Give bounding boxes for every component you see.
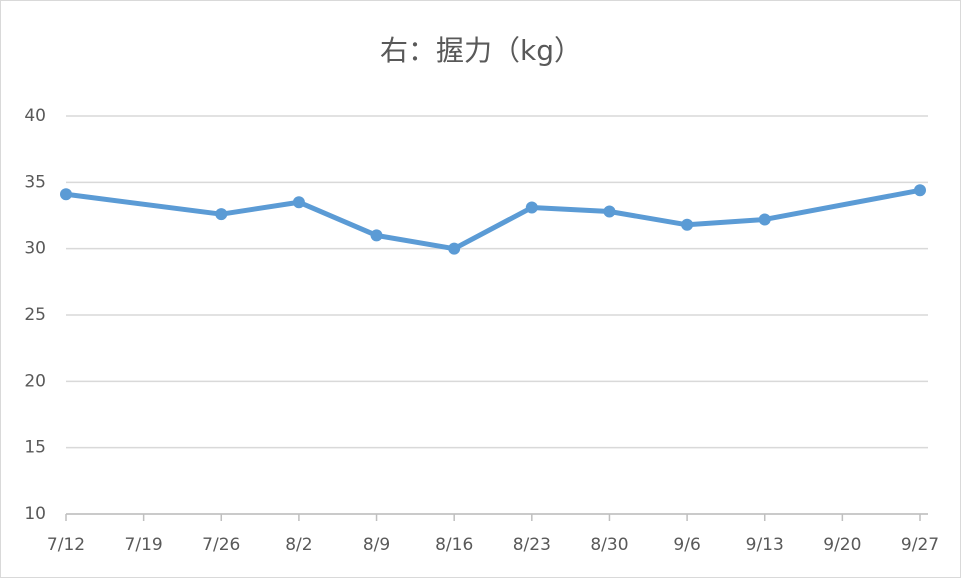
chart-title: 右：握力（kg）: [380, 34, 582, 67]
point: [525, 201, 538, 214]
point: [603, 205, 616, 218]
x-tick-label: 7/26: [202, 535, 240, 555]
point: [60, 188, 72, 201]
point: [215, 208, 228, 221]
x-tick-label: 9/13: [746, 535, 784, 555]
x-tick-label: 7/19: [125, 535, 163, 555]
x-tick-label: 8/9: [363, 535, 390, 555]
y-tick-label: 30: [24, 239, 46, 259]
x-tick-label: 8/2: [285, 535, 312, 555]
x-tick-label: 8/23: [513, 535, 551, 555]
x-tick-label: 9/27: [901, 535, 939, 555]
point: [758, 213, 771, 226]
x-tick-label: 8/30: [590, 535, 628, 555]
point: [448, 242, 461, 255]
y-tick-label: 15: [24, 438, 46, 458]
point: [681, 218, 694, 231]
y-tick-label: 35: [24, 172, 46, 192]
x-tick-label: 8/16: [435, 535, 473, 555]
y-tick-label: 40: [24, 106, 46, 126]
x-tick-label: 9/6: [673, 535, 700, 555]
point: [292, 196, 305, 209]
x-tick-label: 9/20: [823, 535, 861, 555]
point: [370, 229, 383, 242]
y-tick-label: 25: [24, 305, 46, 325]
y-tick-label: 10: [24, 504, 46, 524]
x-tick-label: 7/12: [47, 535, 85, 555]
y-tick-label: 20: [24, 371, 46, 391]
line: [63, 187, 923, 252]
point: [914, 184, 926, 197]
